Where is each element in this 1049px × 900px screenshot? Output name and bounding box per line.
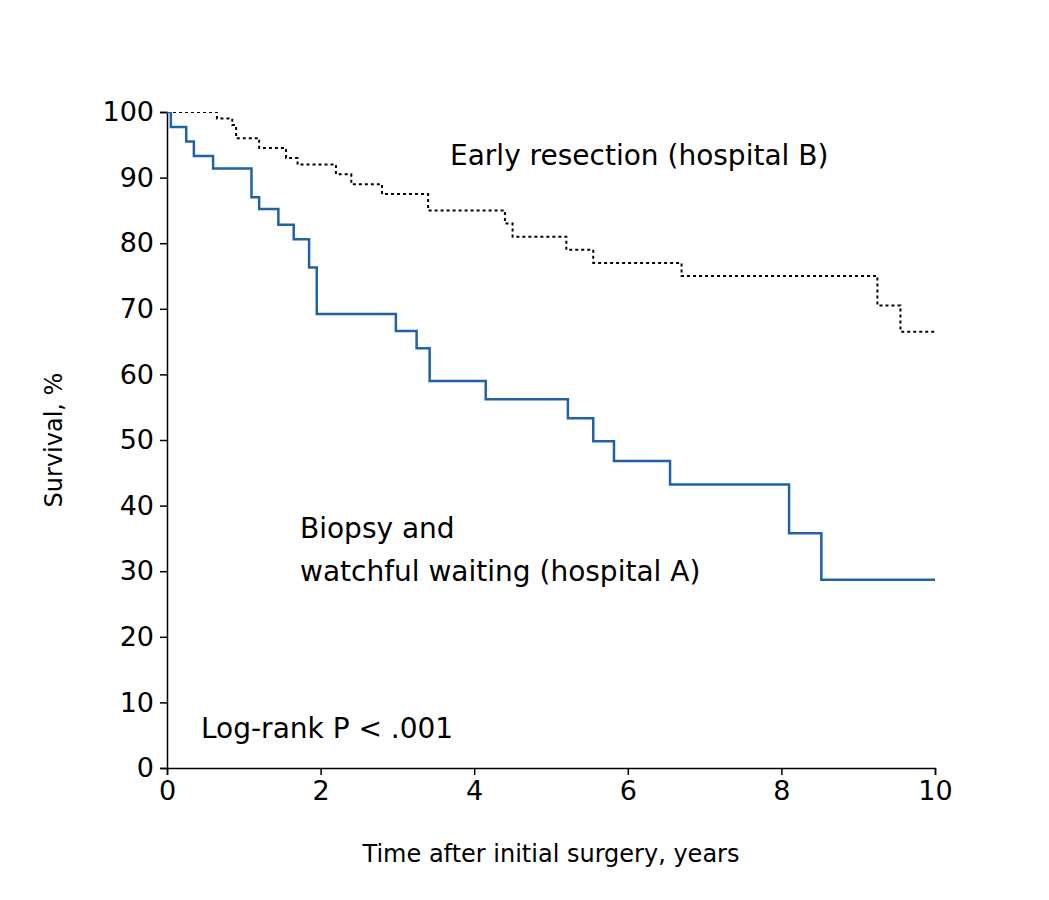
x-tick-label: 2 — [313, 775, 330, 806]
y-tick: 50 — [120, 424, 167, 455]
y-tick: 20 — [120, 621, 167, 652]
y-tick-label: 30 — [120, 555, 154, 586]
y-tick-label: 50 — [120, 424, 154, 455]
y-tick-mark — [160, 374, 167, 376]
x-axis: 0 2 4 6 8 10 — [159, 768, 953, 806]
x-axis-line — [168, 769, 936, 776]
x-tick: 0 — [159, 768, 176, 806]
y-tick: 40 — [120, 490, 167, 521]
x-tick-label: 8 — [773, 775, 790, 806]
y-tick-mark — [160, 440, 167, 442]
x-tick-mark — [628, 768, 630, 775]
y-tick-mark — [160, 309, 167, 311]
y-tick-label: 70 — [120, 293, 154, 324]
y-tick-mark — [160, 243, 167, 245]
y-axis: 0 10 20 30 40 50 60 70 80 90 100 — [102, 96, 167, 783]
y-tick-mark — [160, 505, 167, 507]
y-tick-label: 80 — [120, 227, 154, 258]
y-tick-label: 100 — [102, 96, 154, 127]
x-tick-label: 0 — [159, 775, 176, 806]
x-tick: 6 — [620, 768, 637, 806]
y-tick: 0 — [137, 752, 167, 783]
survival-line — [167, 112, 935, 580]
y-tick-mark — [160, 112, 167, 114]
y-tick: 100 — [102, 96, 167, 127]
y-tick: 60 — [120, 359, 167, 390]
y-axis-line — [160, 113, 168, 769]
y-tick-label: 60 — [120, 359, 154, 390]
x-tick: 8 — [773, 768, 790, 806]
x-tick-label: 10 — [918, 775, 952, 806]
series-label: Early resection (hospital B) — [450, 139, 828, 172]
y-tick-mark — [160, 768, 167, 770]
chart: 02468100102030405060708090100Time after … — [0, 0, 1049, 900]
y-tick-label: 0 — [137, 752, 154, 783]
y-tick: 30 — [120, 555, 167, 586]
x-tick-mark — [781, 768, 783, 775]
y-tick: 80 — [120, 227, 167, 258]
y-tick-label: 20 — [120, 621, 154, 652]
x-tick-label: 4 — [466, 775, 483, 806]
series-lines — [167, 112, 935, 580]
x-tick-mark — [320, 768, 322, 775]
annotation: Log-rank P < .001 — [201, 712, 453, 745]
x-tick: 4 — [466, 768, 483, 806]
y-tick-label: 40 — [120, 490, 154, 521]
series-label: Biopsy andwatchful waiting (hospital A) — [300, 512, 700, 588]
survival-line — [167, 112, 935, 332]
plot: 02468100102030405060708090100 — [102, 96, 952, 806]
x-tick: 10 — [918, 768, 952, 806]
y-tick: 70 — [120, 293, 167, 324]
x-tick-mark — [474, 768, 476, 775]
x-axis-title: Time after initial surgery, years — [362, 840, 740, 868]
y-tick-mark — [160, 702, 167, 704]
x-tick: 2 — [313, 768, 330, 806]
y-tick: 90 — [120, 162, 167, 193]
y-tick-label: 90 — [120, 162, 154, 193]
y-axis-title: Survival, % — [40, 373, 68, 508]
y-tick-label: 10 — [120, 687, 154, 718]
x-tick-label: 6 — [620, 775, 637, 806]
y-tick-mark — [160, 571, 167, 573]
y-tick: 10 — [120, 687, 167, 718]
x-tick-mark — [935, 768, 937, 775]
y-tick-mark — [160, 637, 167, 639]
y-tick-mark — [160, 177, 167, 179]
